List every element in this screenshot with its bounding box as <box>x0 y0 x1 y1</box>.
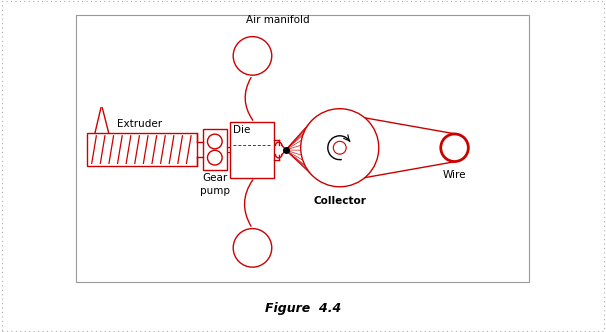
Text: Figure  4.4: Figure 4.4 <box>265 302 341 315</box>
Circle shape <box>233 228 271 267</box>
Text: Extruder: Extruder <box>117 120 162 129</box>
Bar <box>230 123 274 178</box>
Text: Gear
pump: Gear pump <box>200 173 230 196</box>
Bar <box>87 133 198 166</box>
Circle shape <box>301 109 379 187</box>
Bar <box>203 129 227 170</box>
Text: Collector: Collector <box>313 196 366 206</box>
Text: Air manifold: Air manifold <box>246 15 310 25</box>
Text: Die: Die <box>233 125 250 135</box>
Circle shape <box>233 37 271 75</box>
Text: Wire: Wire <box>443 170 466 180</box>
Circle shape <box>441 134 468 161</box>
